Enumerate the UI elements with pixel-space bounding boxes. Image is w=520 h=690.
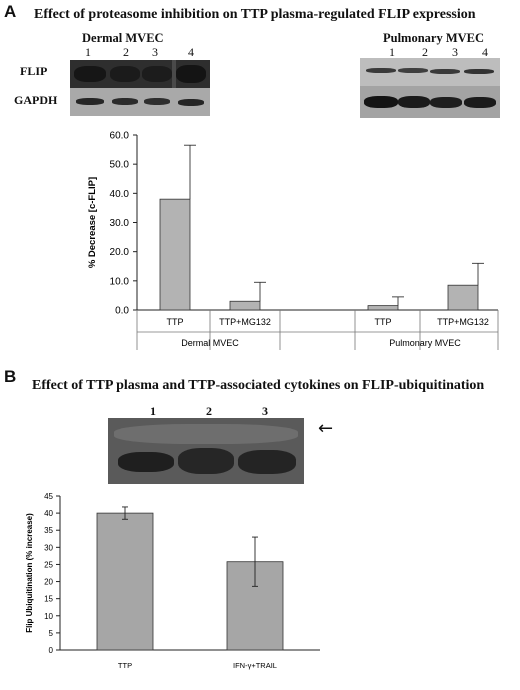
y-axis-label: Flip Ubiquitination (% increase) xyxy=(25,513,34,633)
y-tick-label: 25 xyxy=(44,560,53,569)
x-tick-label: TTP+MG132 xyxy=(437,317,489,327)
dermal-lane-2: 2 xyxy=(123,45,129,59)
y-tick-label: 0.0 xyxy=(115,306,129,317)
y-tick-label: 5 xyxy=(49,629,54,638)
x-tick-label: TTP xyxy=(167,317,184,327)
y-tick-label: 60.0 xyxy=(110,131,130,142)
x-tick-label: TTP+MG132 xyxy=(219,317,271,327)
pulmonary-flip-blot xyxy=(360,58,500,86)
y-tick-label: 10 xyxy=(44,612,53,621)
pulmonary-lane-3: 3 xyxy=(452,45,458,59)
x-tick-label: TTP xyxy=(375,317,392,327)
panel-a-letter: A xyxy=(4,2,17,21)
pulmonary-gapdh-blot xyxy=(360,86,500,118)
y-tick-label: 30 xyxy=(44,543,53,552)
y-tick-label: 35 xyxy=(44,526,53,535)
panel-a-title: Effect of proteasome inhibition on TTP p… xyxy=(34,7,476,22)
bar xyxy=(367,305,399,311)
bar xyxy=(159,198,191,311)
pulmonary-lane-1: 1 xyxy=(389,45,395,59)
dermal-lane-3: 3 xyxy=(152,45,158,59)
panel-b-title: Effect of TTP plasma and TTP-associated … xyxy=(32,378,485,393)
dermal-gapdh-blot xyxy=(70,88,210,116)
y-tick-label: 30.0 xyxy=(110,218,130,229)
group-label: Dermal MVEC xyxy=(181,338,239,348)
y-tick-label: 50.0 xyxy=(110,160,130,171)
y-tick-label: 40.0 xyxy=(110,189,130,200)
x-tick-label: IFN-γ+TRAIL xyxy=(233,661,277,670)
y-tick-label: 0 xyxy=(49,646,54,655)
ub-lane-1: 1 xyxy=(150,404,156,418)
dermal-mvec-title: Dermal MVEC xyxy=(82,31,164,45)
y-tick-label: 10.0 xyxy=(110,276,130,287)
y-tick-label: 45 xyxy=(44,492,53,501)
gapdh-row-label: GAPDH xyxy=(14,93,58,107)
group-label: Pulmonary MVEC xyxy=(389,338,461,348)
bar xyxy=(447,284,479,311)
arrow-left-icon: ← xyxy=(318,418,334,439)
flip-row-label: FLIP xyxy=(20,64,48,78)
panel-b-letter: B xyxy=(4,367,17,386)
bar xyxy=(96,512,154,651)
pulmonary-mvec-title: Pulmonary MVEC xyxy=(383,31,485,45)
chart-a: 0.0 10.0 20.0 30.0 40.0 50.0 60.0 % Decrease [c… xyxy=(87,131,499,350)
dermal-flip-blot xyxy=(70,60,210,88)
chart-b: 0 5 10 15 20 25 30 35 40 45 Flip Ubiquitination (%… xyxy=(25,492,320,670)
dermal-lane-1: 1 xyxy=(85,45,91,59)
pulmonary-lane-2: 2 xyxy=(422,45,428,59)
ubiquitination-blot xyxy=(108,418,304,484)
y-tick-label: 40 xyxy=(44,509,53,518)
y-tick-label: 20 xyxy=(44,578,53,587)
ub-lane-2: 2 xyxy=(206,404,212,418)
pulmonary-lane-4: 4 xyxy=(482,45,488,59)
dermal-lane-4: 4 xyxy=(188,45,194,59)
ub-lane-3: 3 xyxy=(262,404,268,418)
y-tick-label: 15 xyxy=(44,595,53,604)
y-tick-label: 20.0 xyxy=(110,247,130,258)
y-axis-label: % Decrease [c-FLIP] xyxy=(87,177,98,268)
x-tick-label: TTP xyxy=(118,661,132,670)
bar xyxy=(229,300,261,311)
